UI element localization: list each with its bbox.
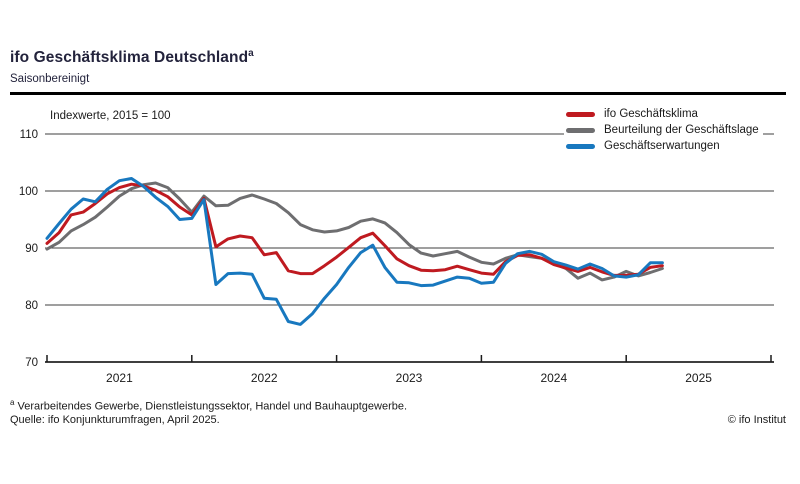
legend-swatch-icon <box>566 111 595 117</box>
legend-item: Beurteilung der Geschäftslage <box>566 122 759 138</box>
y-tick-label: 70 <box>25 357 38 369</box>
legend-label: Beurteilung der Geschäftslage <box>604 124 759 136</box>
source-note: Quelle: ifo Konjunkturumfragen, April 20… <box>10 414 220 426</box>
y-tick-label: 80 <box>25 300 38 312</box>
chart-legend: ifo Geschäftsklima Beurteilung der Geschä… <box>564 104 763 156</box>
title-superscript: a <box>248 48 254 59</box>
title-text: ifo Geschäftsklima Deutschland <box>10 49 249 67</box>
legend-swatch-icon <box>566 127 595 133</box>
series-line-0 <box>45 182 664 277</box>
footnote: a Verarbeitendes Gewerbe, Dienstleistung… <box>10 398 407 413</box>
legend-item: Geschäftserwartungen <box>566 138 759 154</box>
x-tick-label-2021: 2021 <box>106 371 133 385</box>
footnote-superscript: a <box>10 398 15 407</box>
x-tick-label-2024: 2024 <box>540 371 567 385</box>
chart-subtitle: Saisonbereinigt <box>10 73 90 85</box>
x-tick-label-2022: 2022 <box>251 371 278 385</box>
y-tick-label: 100 <box>19 186 38 198</box>
legend-label: Geschäftserwartungen <box>604 140 720 152</box>
legend-label: ifo Geschäftsklima <box>604 108 698 120</box>
footnote-text: Verarbeitendes Gewerbe, Dienstleistungss… <box>14 400 408 413</box>
legend-swatch-icon <box>566 143 595 149</box>
title-divider-rule <box>10 92 786 95</box>
x-tick-label-2023: 2023 <box>396 371 423 385</box>
copyright-note: © ifo Institut <box>727 414 786 426</box>
legend-item: ifo Geschäftsklima <box>566 106 759 122</box>
series-line-2 <box>45 177 664 326</box>
y-tick-label: 110 <box>20 129 38 141</box>
page-title: ifo Geschäftsklima Deutschlanda <box>10 48 254 67</box>
axis-unit-note: Indexwerte, 2015 = 100 <box>50 110 171 122</box>
x-tick-label-2025: 2025 <box>685 371 712 385</box>
y-tick-label: 90 <box>25 243 38 255</box>
